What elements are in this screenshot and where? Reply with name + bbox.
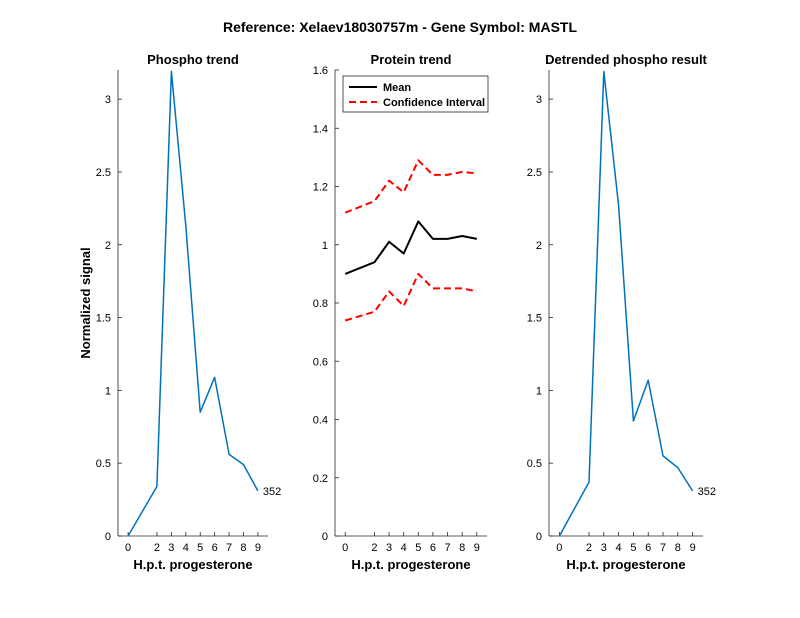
y-tick-label: 1.6 xyxy=(313,65,328,77)
x-tick-label: 9 xyxy=(690,542,696,554)
point-annotation: 352 xyxy=(698,486,716,498)
y-tick-label: 0.5 xyxy=(96,458,111,470)
point-annotation: 352 xyxy=(263,486,281,498)
y-tick-label: 0.6 xyxy=(313,356,328,368)
legend-box xyxy=(342,75,489,113)
x-tick-label: 5 xyxy=(630,542,636,554)
y-tick-label: 0 xyxy=(536,531,542,543)
x-tick-label: 5 xyxy=(415,542,421,554)
x-axis-label: H.p.t. progesterone xyxy=(133,557,252,572)
series-line-1 xyxy=(558,70,694,537)
series-line-3 xyxy=(344,272,478,322)
series-line-1 xyxy=(344,220,477,275)
x-tick-label: 8 xyxy=(459,542,465,554)
series-line-2 xyxy=(344,159,477,214)
y-tick-label: 2.5 xyxy=(527,167,542,179)
x-tick-label: 6 xyxy=(212,542,218,554)
x-tick-label: 5 xyxy=(197,542,203,554)
y-tick-label: 2 xyxy=(105,240,111,252)
y-tick-label: 0.8 xyxy=(313,298,328,310)
y-tick-label: 1 xyxy=(322,240,328,252)
series-line-1 xyxy=(127,70,259,537)
x-tick-label: 3 xyxy=(168,542,174,554)
legend-label: Mean xyxy=(383,82,411,94)
y-tick-label: 0 xyxy=(322,531,328,543)
x-tick-label: 2 xyxy=(586,542,592,554)
y-tick-label: 1.5 xyxy=(96,313,111,325)
x-tick-label: 0 xyxy=(556,542,562,554)
x-tick-label: 3 xyxy=(601,542,607,554)
x-tick-label: 9 xyxy=(255,542,261,554)
x-tick-label: 4 xyxy=(616,542,622,554)
x-tick-label: 7 xyxy=(660,542,666,554)
x-tick-label: 9 xyxy=(474,542,480,554)
y-tick-label: 1.2 xyxy=(313,182,328,194)
y-tick-label: 1.4 xyxy=(313,123,328,135)
y-tick-label: 2 xyxy=(536,240,542,252)
y-tick-label: 0 xyxy=(105,531,111,543)
y-tick-label: 0.5 xyxy=(527,458,542,470)
y-tick-label: 1 xyxy=(105,385,111,397)
y-tick-label: 3 xyxy=(536,94,542,106)
figure-title: Reference: Xelaev18030757m - Gene Symbol… xyxy=(223,19,577,35)
y-tick-label: 1.5 xyxy=(527,313,542,325)
x-axis-label: H.p.t. progesterone xyxy=(566,557,685,572)
legend: Mean Confidence Interval xyxy=(342,75,489,113)
x-tick-label: 7 xyxy=(444,542,450,554)
x-axis-label: H.p.t. progesterone xyxy=(351,557,470,572)
y-tick-label: 3 xyxy=(105,94,111,106)
x-tick-label: 8 xyxy=(240,542,246,554)
x-tick-label: 7 xyxy=(226,542,232,554)
x-tick-label: 4 xyxy=(401,542,407,554)
x-tick-label: 6 xyxy=(430,542,436,554)
x-tick-label: 2 xyxy=(371,542,377,554)
x-tick-label: 4 xyxy=(183,542,189,554)
subplot-title: Phospho trend xyxy=(147,52,239,67)
y-tick-label: 2.5 xyxy=(96,167,111,179)
y-tick-label: 0.2 xyxy=(313,473,328,485)
x-tick-label: 0 xyxy=(125,542,131,554)
x-tick-label: 6 xyxy=(645,542,651,554)
x-tick-label: 0 xyxy=(342,542,348,554)
subplot-2: Protein trend 0 0.2 0.4 0.6 0.8 1 1.2 1.4 1.6 0 2 3 4… xyxy=(313,52,489,572)
x-tick-label: 3 xyxy=(386,542,392,554)
y-axis-label: Normalized signal xyxy=(78,247,93,358)
y-tick-label: 1 xyxy=(536,385,542,397)
subplot-title: Detrended phospho result xyxy=(545,52,707,67)
x-tick-label: 2 xyxy=(154,542,160,554)
y-tick-label: 0.4 xyxy=(313,415,328,427)
x-tick-label: 8 xyxy=(675,542,681,554)
subplot-title: Protein trend xyxy=(371,52,452,67)
legend-label: Confidence Interval xyxy=(383,97,485,109)
